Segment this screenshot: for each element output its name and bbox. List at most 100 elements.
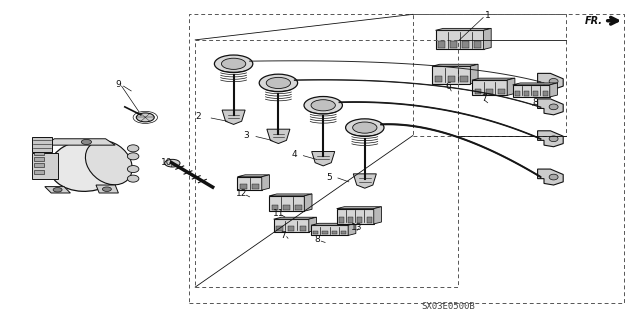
Bar xyxy=(237,177,262,190)
Bar xyxy=(348,217,353,223)
Text: 2: 2 xyxy=(196,112,201,121)
Bar xyxy=(475,89,481,94)
Circle shape xyxy=(102,187,111,191)
Bar xyxy=(474,41,481,48)
Polygon shape xyxy=(538,169,563,185)
Bar xyxy=(486,89,493,94)
Ellipse shape xyxy=(304,96,342,114)
Bar xyxy=(524,92,529,96)
Polygon shape xyxy=(96,185,118,193)
Text: 7: 7 xyxy=(281,231,286,240)
Polygon shape xyxy=(550,83,557,97)
Ellipse shape xyxy=(549,136,558,142)
Text: 6: 6 xyxy=(445,82,451,91)
Ellipse shape xyxy=(311,100,335,111)
Bar xyxy=(288,226,294,231)
Polygon shape xyxy=(513,83,557,85)
Bar xyxy=(357,217,362,223)
Bar xyxy=(339,217,344,223)
Circle shape xyxy=(136,113,154,122)
Bar xyxy=(274,219,309,232)
Bar xyxy=(498,89,504,94)
Polygon shape xyxy=(237,175,269,177)
Polygon shape xyxy=(353,174,376,188)
Text: 7: 7 xyxy=(482,94,487,103)
Bar xyxy=(533,92,538,96)
Ellipse shape xyxy=(127,153,139,160)
Bar xyxy=(438,41,445,48)
Polygon shape xyxy=(484,28,492,49)
Text: 4: 4 xyxy=(292,150,297,159)
Polygon shape xyxy=(267,129,290,144)
Bar xyxy=(460,76,468,82)
Polygon shape xyxy=(45,187,70,193)
Bar xyxy=(252,184,259,189)
Bar xyxy=(332,231,337,234)
Ellipse shape xyxy=(353,122,377,133)
Text: 13: 13 xyxy=(351,223,363,232)
Bar xyxy=(32,137,52,152)
Bar xyxy=(32,153,58,179)
Polygon shape xyxy=(507,78,515,95)
Polygon shape xyxy=(374,207,381,224)
Bar xyxy=(472,80,508,95)
Bar xyxy=(34,157,44,161)
Bar xyxy=(367,217,372,223)
Bar xyxy=(435,30,484,49)
Ellipse shape xyxy=(127,145,139,152)
Text: 1: 1 xyxy=(485,11,490,20)
Polygon shape xyxy=(222,110,245,124)
Polygon shape xyxy=(262,175,269,190)
Polygon shape xyxy=(274,217,317,219)
Bar xyxy=(34,163,44,167)
Polygon shape xyxy=(432,64,478,66)
Ellipse shape xyxy=(49,140,124,191)
Bar xyxy=(462,41,469,48)
Bar xyxy=(543,92,548,96)
Polygon shape xyxy=(309,217,317,232)
Text: SX03E0500B: SX03E0500B xyxy=(421,302,475,311)
Text: 12: 12 xyxy=(236,189,248,198)
Ellipse shape xyxy=(127,175,139,182)
Polygon shape xyxy=(337,207,381,209)
Bar xyxy=(515,92,520,96)
Polygon shape xyxy=(45,139,115,145)
Bar xyxy=(513,85,550,97)
Bar xyxy=(300,226,306,231)
Polygon shape xyxy=(538,73,563,89)
Bar xyxy=(435,76,442,82)
Ellipse shape xyxy=(221,58,246,70)
Bar xyxy=(341,231,346,234)
Text: 9: 9 xyxy=(116,80,121,89)
Polygon shape xyxy=(435,28,492,30)
Polygon shape xyxy=(312,152,335,166)
Bar xyxy=(337,209,374,224)
Ellipse shape xyxy=(214,55,253,73)
Text: 3: 3 xyxy=(244,131,249,140)
Bar xyxy=(323,231,328,234)
Text: 5: 5 xyxy=(327,173,332,182)
Circle shape xyxy=(53,188,62,192)
Ellipse shape xyxy=(266,77,291,89)
Bar xyxy=(34,170,44,174)
Ellipse shape xyxy=(346,119,384,137)
Polygon shape xyxy=(538,99,563,115)
Ellipse shape xyxy=(549,78,558,84)
Bar xyxy=(240,184,247,189)
Polygon shape xyxy=(311,223,356,225)
Bar xyxy=(295,204,301,210)
Polygon shape xyxy=(470,64,478,84)
Polygon shape xyxy=(269,194,312,196)
Bar xyxy=(272,204,278,210)
Bar xyxy=(284,204,290,210)
Circle shape xyxy=(81,139,92,145)
Ellipse shape xyxy=(85,141,132,185)
Bar xyxy=(450,41,457,48)
Bar xyxy=(311,225,348,235)
Text: FR.: FR. xyxy=(585,16,603,26)
Ellipse shape xyxy=(549,104,558,110)
Bar xyxy=(313,231,318,234)
Ellipse shape xyxy=(127,166,139,173)
Polygon shape xyxy=(472,78,515,80)
Polygon shape xyxy=(348,223,356,235)
